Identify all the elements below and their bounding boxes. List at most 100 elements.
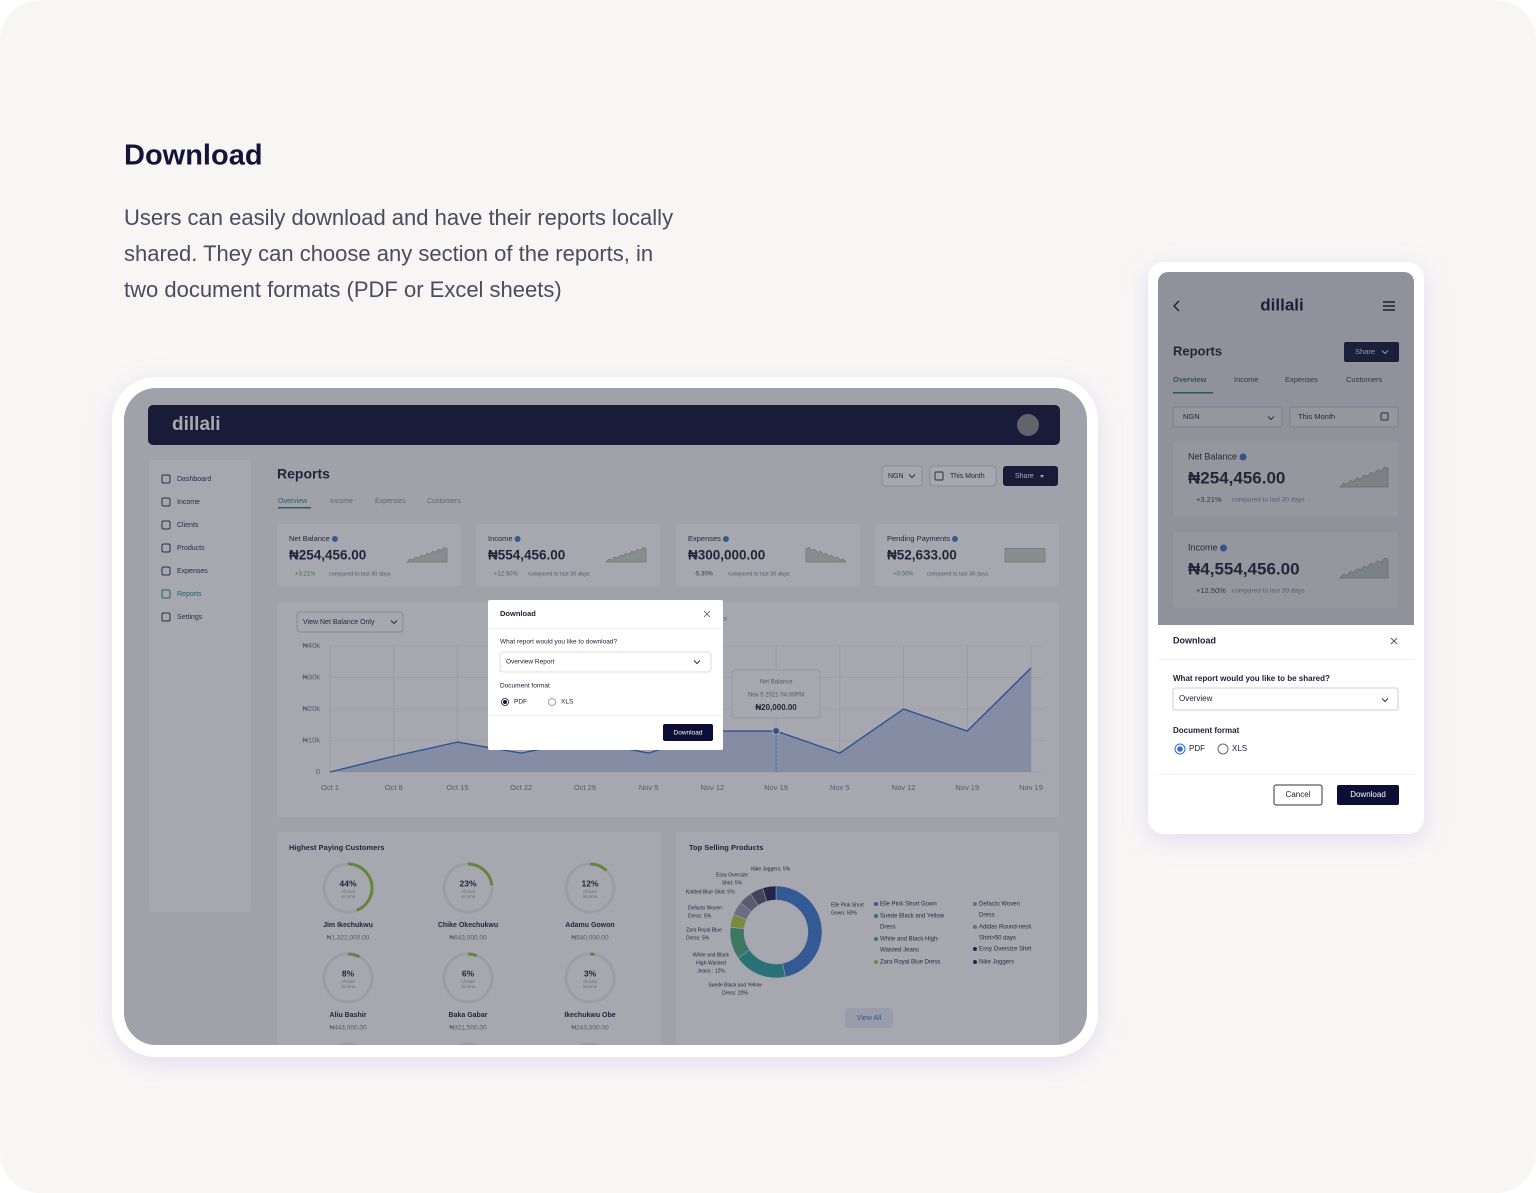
- filter: View Net Balance Only: [303, 619, 375, 626]
- share-button[interactable]: [1003, 466, 1058, 486]
- ring-caption: of total: [461, 889, 475, 894]
- kpi-title: Net Balance: [289, 534, 330, 543]
- tab-underline: [278, 507, 311, 509]
- customer-name: Ikechukwu Obe: [564, 1012, 615, 1019]
- tab[interactable]: Expenses: [375, 498, 406, 505]
- format-option[interactable]: PDF: [1189, 744, 1205, 753]
- chevron: [693, 660, 701, 665]
- legend-label: Suede Black and Yellow: [880, 914, 945, 920]
- radio-dot: [1177, 746, 1183, 752]
- legend-label: Defacto Woven: [979, 902, 1020, 908]
- nav-item[interactable]: Income: [177, 499, 200, 506]
- tooltip: [731, 669, 821, 719]
- format-option[interactable]: XLS: [561, 699, 574, 706]
- legend-dot: [874, 937, 878, 941]
- tab[interactable]: Income: [330, 498, 353, 505]
- format-option[interactable]: PDF: [514, 699, 527, 706]
- nav-item[interactable]: Dashboard: [177, 476, 211, 483]
- download-button[interactable]: [663, 724, 713, 741]
- nav-item[interactable]: Settings: [177, 614, 203, 621]
- report-select[interactable]: [499, 651, 712, 673]
- ring-value: [564, 862, 616, 914]
- customer-amount: ₦643,000.00: [449, 935, 487, 942]
- legend-label: White and Black High-: [880, 937, 939, 943]
- view-all-button[interactable]: [845, 1008, 893, 1028]
- ring-caption: of total: [583, 889, 597, 894]
- slice-label: Dress: 20%: [722, 990, 748, 996]
- hover-point: [772, 727, 781, 736]
- y-tick-label: ₦20k: [302, 704, 320, 713]
- legend-label: Elle Pink Short Gown: [880, 902, 937, 908]
- info-icon: [514, 536, 521, 542]
- format-option[interactable]: XLS: [1232, 744, 1247, 753]
- tooltip-title: Net Balance: [760, 680, 793, 686]
- currency: NGN: [888, 473, 904, 480]
- legend-dot: [874, 914, 878, 918]
- legend-dot: [973, 925, 977, 929]
- report-select[interactable]: [1172, 687, 1399, 711]
- legend-label: Dress: [979, 913, 995, 919]
- x-tick-label: Nov 19: [764, 783, 788, 792]
- slice-label: Defacto Woven: [688, 905, 722, 911]
- kpi-amount: ₦554,456.00: [488, 548, 565, 563]
- cancel: Cancel: [1286, 790, 1311, 799]
- currency-select[interactable]: [881, 465, 923, 487]
- y-tick-label: ₦10k: [302, 735, 320, 744]
- y-tick-label: 0: [316, 767, 320, 776]
- download: Download: [674, 730, 703, 737]
- legend-label: Nike Joggers: [979, 960, 1014, 966]
- question: What report would you like to download?: [500, 639, 617, 646]
- legend-dot: [973, 902, 977, 906]
- x-tick-label: Oct 8: [385, 783, 403, 792]
- customer-amount: ₦243,000.00: [571, 1025, 609, 1032]
- download: Download: [1350, 790, 1386, 799]
- x-tick-label: Nov 5: [830, 783, 850, 792]
- divider: [488, 628, 723, 629]
- ring-caption: income: [341, 894, 356, 899]
- logo: dillali: [172, 414, 221, 435]
- format-label: Document format: [500, 683, 550, 690]
- slice-label: Shirt: 5%: [722, 880, 743, 886]
- nav-item[interactable]: Expenses: [177, 568, 208, 575]
- slice-label: Gown: 50%: [831, 910, 857, 916]
- avatar: [1017, 414, 1039, 436]
- slice-label: Nike Joggers: 5%: [751, 866, 791, 872]
- tab[interactable]: Overview: [278, 498, 308, 505]
- kpi-card: [676, 524, 860, 586]
- kpi-change: +3.21%: [295, 572, 316, 578]
- cancel-button[interactable]: [1273, 784, 1323, 806]
- customer-amount: ₦321,500.00: [449, 1025, 487, 1032]
- kpi-amount: ₦52,633.00: [887, 548, 957, 563]
- view-all: View All: [857, 1015, 882, 1022]
- ring-caption: of total: [461, 979, 475, 984]
- selected: Overview: [1179, 694, 1213, 703]
- nav-icon: [161, 474, 171, 484]
- kpi-amount: ₦300,000.00: [688, 548, 765, 563]
- download-button[interactable]: [1337, 785, 1399, 805]
- period-select[interactable]: [929, 465, 997, 487]
- slice-label: Essy Oversize: [716, 872, 748, 878]
- kpi-note: compared to last 30 days: [329, 571, 391, 577]
- nav-icon: [161, 589, 171, 599]
- nav-item[interactable]: Products: [177, 545, 205, 552]
- slice-label: Knitted Blue Shirt: 5%: [686, 889, 735, 895]
- legend-dot: [874, 902, 878, 906]
- kpi-change: +12.50%: [494, 572, 519, 578]
- percent-label: 3%: [584, 968, 597, 978]
- tab[interactable]: Customers: [427, 498, 461, 505]
- customer-name: Baka Gabar: [449, 1012, 488, 1019]
- nav-item[interactable]: Clients: [177, 522, 199, 529]
- info-icon: [331, 536, 338, 542]
- kpi-card: [476, 524, 660, 586]
- nav-item[interactable]: Reports: [177, 591, 202, 598]
- kpi-note: compared to last 30 days: [927, 571, 989, 577]
- x-tick-label: Nov 19: [955, 783, 979, 792]
- slice-label: High-Waisted: [696, 960, 726, 966]
- kpi-note: compared to last 30 days: [728, 571, 790, 577]
- filter-select[interactable]: [296, 611, 404, 633]
- card-title: Highest Paying Customers: [289, 843, 384, 852]
- overlay: [1158, 272, 1414, 625]
- kpi-title: Income: [488, 534, 513, 543]
- sparkline: [406, 547, 448, 563]
